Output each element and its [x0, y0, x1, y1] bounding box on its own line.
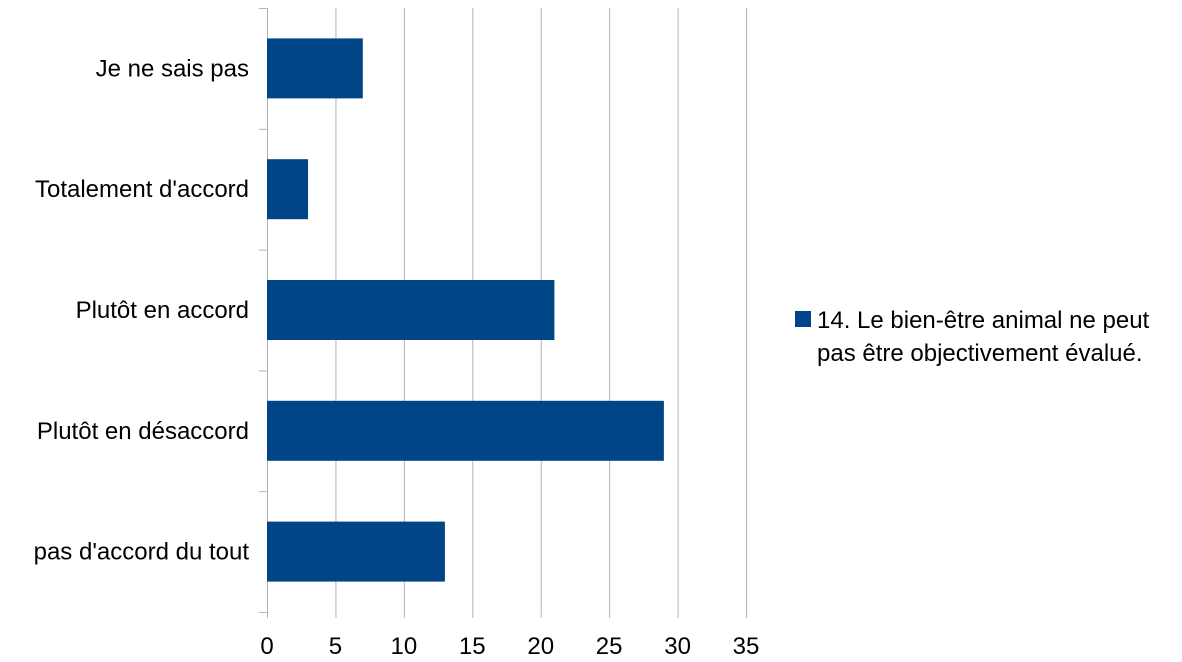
x-tick-label-30: 30	[664, 633, 691, 660]
category-label-1: Totalement d'accord	[35, 176, 249, 203]
category-labels: Je ne sais pas Totalement d'accord Plutôt …	[34, 55, 250, 565]
legend-entry-line-2: pas être objectivement évalué.	[817, 340, 1143, 367]
bar-3	[267, 400, 664, 461]
category-label-4: pas d'accord du tout	[34, 539, 250, 566]
x-tick-label-5: 5	[329, 633, 342, 660]
x-tick-label-15: 15	[459, 633, 486, 660]
x-tick-label-0: 0	[260, 633, 273, 660]
bar-0	[267, 38, 363, 99]
bar-4	[267, 521, 445, 582]
legend-swatch	[795, 311, 811, 327]
x-tick-label-25: 25	[596, 633, 623, 660]
bars	[267, 38, 664, 582]
category-label-3: Plutôt en désaccord	[37, 418, 249, 445]
bar-2	[267, 280, 555, 340]
bar-1	[267, 159, 309, 220]
category-label-2: Plutôt en accord	[76, 297, 249, 324]
x-tick-label-35: 35	[733, 633, 760, 660]
x-tick-label-10: 10	[391, 633, 418, 660]
x-tick-label-20: 20	[527, 633, 554, 660]
category-label-0: Je ne sais pas	[96, 55, 249, 82]
x-tick-labels: 0 5 10 15 20 25 30 35	[260, 633, 759, 660]
legend-entry-line-1: 14. Le bien-être animal ne peut	[817, 307, 1150, 334]
legend: 14. Le bien-être animal ne peut pas être…	[795, 307, 1150, 367]
